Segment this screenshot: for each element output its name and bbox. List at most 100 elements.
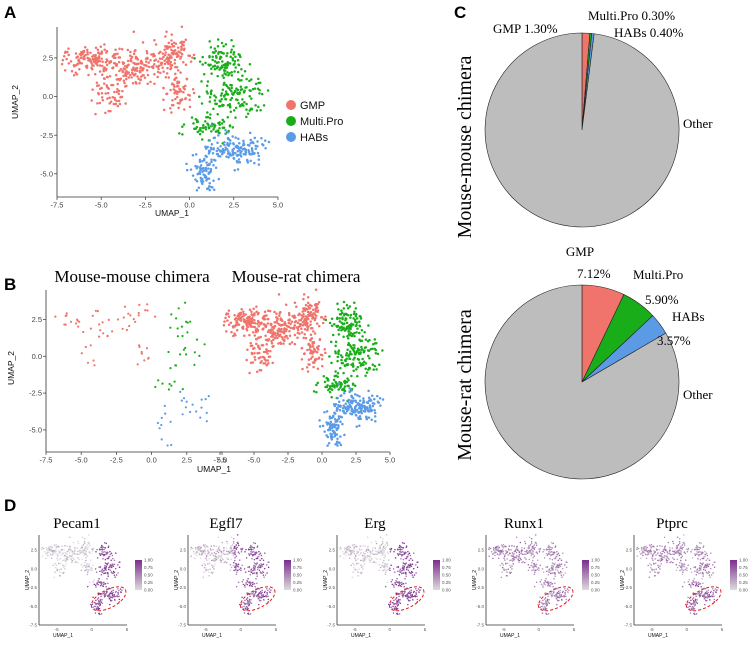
point-gmp (157, 60, 160, 63)
point-gmp (83, 45, 87, 49)
feature-point (415, 588, 417, 590)
point-multipro (184, 346, 187, 350)
feature-point (407, 603, 409, 606)
feature-point (391, 583, 394, 586)
feature-point (58, 568, 60, 571)
feature-point (394, 557, 397, 559)
feature-point (702, 582, 704, 584)
point-gmp (134, 80, 137, 84)
feature-point (653, 568, 655, 571)
feature-point (390, 606, 392, 608)
point-multipro (226, 115, 230, 119)
feature-point (364, 558, 367, 561)
feature-point (501, 562, 503, 565)
panel-b-left-title: Mouse-mouse chimera (54, 267, 210, 286)
feature-point (258, 599, 261, 601)
feature-point (368, 555, 370, 557)
point-multipro (248, 94, 251, 98)
point-multipro (167, 388, 170, 391)
colorbar-tick-label: 0.50 (293, 573, 302, 578)
point-gmp (97, 84, 101, 87)
feature-point (642, 546, 645, 548)
point-multipro (232, 45, 235, 48)
feature-point (419, 589, 421, 591)
feature-point (252, 594, 255, 597)
point-multipro (228, 124, 232, 127)
feature-point (257, 566, 260, 568)
feature-point (201, 564, 203, 567)
point-habs (330, 426, 334, 430)
point-gmp (253, 358, 257, 362)
point-gmp (253, 318, 256, 322)
feature-point (501, 550, 504, 552)
point-habs (370, 394, 374, 397)
feature-point (348, 545, 350, 547)
point-gmp (257, 336, 260, 339)
point-gmp (118, 78, 121, 82)
point-multipro (229, 98, 232, 102)
point-gmp (159, 50, 162, 54)
feature-point (253, 572, 255, 574)
point-habs (353, 393, 357, 396)
feature-point (107, 556, 110, 558)
feature-point (104, 562, 107, 564)
feature-point (647, 564, 649, 567)
point-habs (217, 134, 220, 137)
feature-point (234, 553, 236, 556)
point-multipro (358, 331, 361, 335)
feature-point (220, 556, 222, 558)
point-gmp (290, 341, 294, 344)
feature-point (101, 544, 103, 547)
point-habs (232, 142, 235, 146)
point-multipro (356, 365, 360, 369)
feature-point (700, 542, 702, 545)
feature-point (390, 581, 393, 583)
point-gmp (312, 341, 316, 345)
feature-point (77, 561, 79, 564)
feature-point (651, 555, 654, 558)
feature-point (700, 569, 702, 571)
feature-point (107, 546, 110, 548)
feature-point (691, 581, 693, 584)
feature-point (236, 569, 238, 572)
point-multipro (347, 341, 350, 345)
point-habs (244, 150, 247, 153)
point-habs (216, 147, 220, 150)
feature-point (218, 546, 220, 548)
point-gmp (275, 321, 279, 324)
feature-point (713, 561, 715, 563)
point-gmp (170, 42, 174, 46)
point-habs (369, 399, 373, 402)
feature-point (403, 542, 405, 545)
feature-point (655, 568, 657, 570)
feature-point (362, 545, 364, 547)
feature-point (78, 558, 80, 561)
feature-point (60, 554, 62, 556)
point-multipro (355, 331, 358, 334)
point-habs (194, 164, 197, 168)
point-habs (358, 415, 362, 418)
point-habs (354, 409, 358, 412)
y-tick-label: 0.0 (43, 92, 53, 101)
feature-point (104, 558, 107, 561)
point-habs (365, 417, 369, 421)
feature-point (542, 603, 544, 606)
point-multipro (207, 123, 210, 127)
feature-point (666, 550, 669, 553)
feature-point (535, 581, 538, 584)
feature-point (505, 575, 508, 577)
y-tick-label: 0.0 (180, 566, 187, 571)
point-multipro (181, 133, 184, 136)
point-multipro (353, 356, 356, 359)
feature-point (109, 550, 111, 553)
point-habs (212, 136, 216, 140)
feature-point (545, 577, 547, 580)
feature-point (645, 545, 647, 547)
feature-point (640, 553, 642, 555)
feature-point (548, 599, 550, 601)
feature-point (382, 552, 384, 555)
point-gmp (259, 361, 262, 365)
point-habs (254, 144, 257, 148)
point-habs (374, 419, 377, 423)
feature-point (250, 569, 252, 572)
